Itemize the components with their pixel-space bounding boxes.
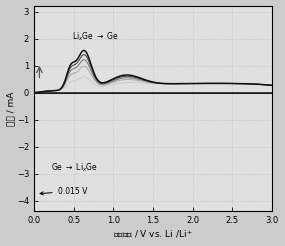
Text: Ge $\rightarrow$ Li$_x$Ge: Ge $\rightarrow$ Li$_x$Ge: [51, 161, 98, 174]
Text: Li$_x$Ge $\rightarrow$ Ge: Li$_x$Ge $\rightarrow$ Ge: [72, 30, 119, 43]
X-axis label: 嵌锂电位 / V vs. Li /Li$^+$: 嵌锂电位 / V vs. Li /Li$^+$: [113, 228, 193, 240]
Text: 0.015 V: 0.015 V: [40, 187, 87, 196]
Y-axis label: 电流 / mA: 电流 / mA: [6, 92, 15, 126]
